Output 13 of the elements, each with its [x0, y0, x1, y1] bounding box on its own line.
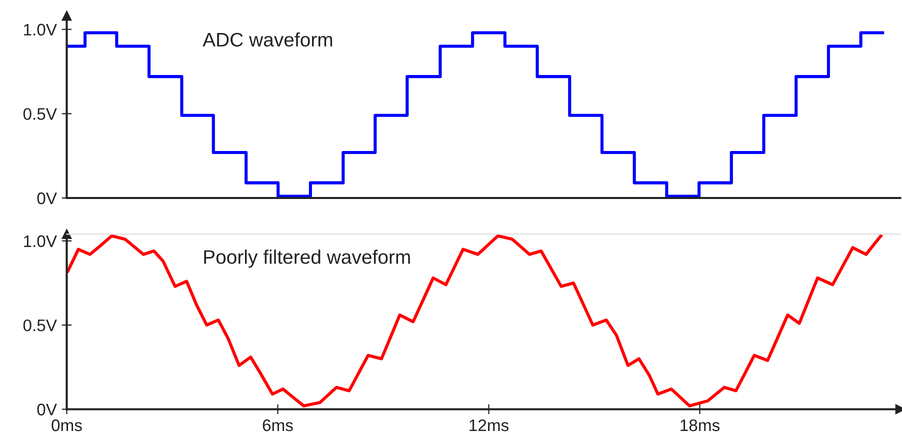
text: Poorly filtered waveform	[204, 250, 410, 268]
text: ADC waveform	[202, 32, 332, 47]
y-tick-label: 0.5V	[23, 108, 57, 120]
y-tick-label: 0V	[37, 192, 57, 204]
x-tick-label: 12ms	[470, 419, 509, 432]
y-tick-label: 1.0V	[24, 24, 57, 36]
y-tick-label: 0V	[37, 404, 57, 416]
line-series	[66, 234, 882, 408]
x-tick-label: 0ms	[52, 419, 82, 432]
y-tick-label: 1.0V	[24, 235, 57, 248]
x-tick-label: 6ms	[262, 419, 293, 432]
x-tick-label: 18ms	[680, 419, 720, 432]
y-tick-label: 0.5V	[23, 319, 57, 332]
